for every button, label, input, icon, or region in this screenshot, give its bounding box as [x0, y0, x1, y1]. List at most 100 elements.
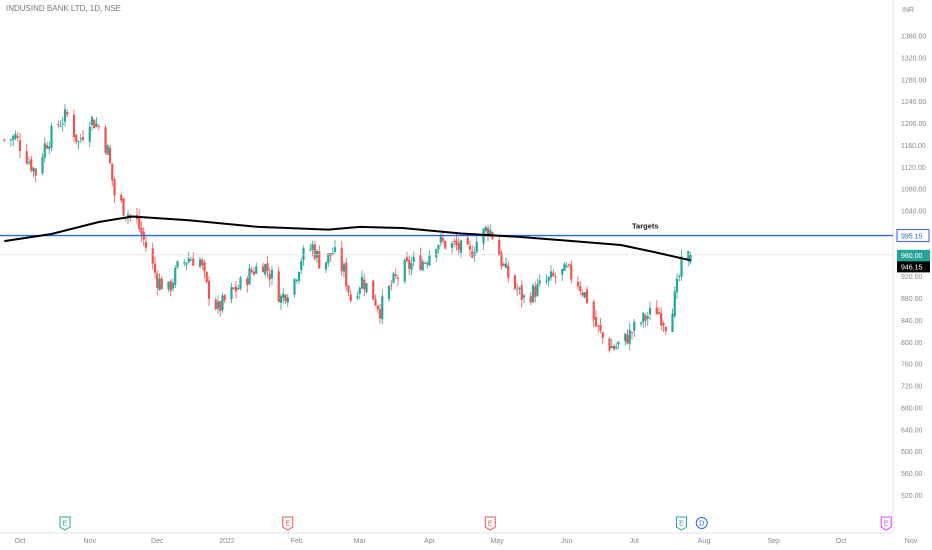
y-tick-label: 840.00 — [901, 318, 923, 325]
candle — [421, 258, 424, 272]
candle — [270, 265, 274, 286]
candle-body — [59, 125, 62, 127]
candle — [381, 289, 384, 325]
candle — [158, 273, 161, 291]
candle — [642, 311, 645, 329]
candle-body — [502, 263, 505, 266]
candle-body — [32, 167, 35, 172]
y-tick-label: 720.00 — [901, 384, 923, 391]
candle — [601, 331, 604, 345]
y-tick-label: 1080.00 — [901, 187, 926, 194]
event-marker[interactable]: E — [484, 516, 496, 531]
candle-body — [626, 334, 629, 344]
earnings-icon — [59, 516, 71, 531]
y-tick-label: 920.00 — [901, 274, 923, 281]
event-marker-letter: D — [699, 521, 704, 528]
event-marker[interactable]: D — [695, 517, 708, 529]
candle-body — [563, 263, 566, 271]
candle — [30, 155, 33, 173]
candle-body — [203, 262, 206, 272]
x-tick-label: Nov — [84, 538, 97, 545]
candle-body — [169, 280, 172, 291]
candle — [120, 192, 123, 204]
candle-body — [104, 127, 107, 153]
candle-body — [648, 307, 652, 315]
candle — [104, 125, 107, 156]
candle-body — [396, 277, 400, 279]
candle — [630, 331, 634, 340]
ma-price-tag: 946.15 — [897, 261, 930, 273]
candle-body — [392, 273, 395, 283]
candle — [628, 322, 631, 351]
candle — [295, 278, 298, 284]
candle-body — [426, 262, 429, 265]
event-marker[interactable]: E — [880, 516, 892, 531]
candle-body — [513, 275, 517, 289]
candle-body — [293, 278, 296, 295]
candle-body — [387, 286, 391, 299]
candle-body — [45, 145, 49, 149]
candle — [471, 244, 474, 259]
y-tick-label: 760.00 — [901, 362, 923, 369]
candle-body — [126, 214, 130, 218]
candle — [327, 253, 330, 267]
candle — [309, 243, 312, 252]
candle-body — [72, 114, 76, 138]
candle-body — [597, 325, 600, 327]
candle — [81, 130, 85, 142]
candle — [534, 281, 537, 303]
candle — [106, 144, 109, 155]
candle — [167, 281, 170, 293]
x-tick-label: 2022 — [219, 538, 235, 545]
event-marker[interactable]: E — [282, 516, 294, 531]
event-marker[interactable]: E — [676, 516, 687, 531]
candle-body — [444, 240, 447, 249]
candle-body — [520, 285, 523, 301]
event-marker[interactable]: E — [59, 516, 71, 531]
candle-body — [81, 136, 85, 140]
y-tick-label: 640.00 — [901, 427, 923, 434]
candle — [378, 303, 382, 324]
candle-body — [457, 243, 460, 250]
candle-body — [252, 271, 256, 275]
candle — [689, 252, 692, 265]
candle — [633, 318, 636, 337]
candle-body — [77, 141, 80, 143]
candle-body — [297, 272, 301, 281]
earnings-icon — [282, 516, 294, 531]
candle — [221, 292, 224, 313]
candle-body — [311, 244, 314, 250]
candle-body — [655, 307, 658, 315]
candle — [664, 325, 667, 336]
candle-body — [592, 301, 595, 320]
earnings-icon — [484, 516, 496, 531]
candle — [300, 257, 303, 275]
candle — [657, 307, 661, 315]
candle — [61, 117, 64, 132]
candle — [457, 237, 460, 256]
candle-body — [9, 139, 13, 141]
candle-body — [176, 261, 179, 268]
candle — [687, 250, 690, 267]
candle — [79, 134, 82, 143]
candle-body — [594, 316, 598, 327]
candle — [156, 269, 159, 296]
candle — [95, 117, 98, 128]
candle-body — [270, 270, 274, 279]
y-tick-label: 1160.00 — [901, 143, 926, 150]
candle-body — [549, 271, 553, 278]
candle — [185, 262, 188, 271]
candle-body — [372, 280, 375, 300]
candle-body — [628, 329, 631, 344]
candle-body — [612, 345, 616, 350]
candle-body — [630, 332, 634, 334]
candle — [232, 287, 235, 291]
candle-body — [516, 289, 519, 291]
candle — [311, 240, 314, 257]
candle-body — [617, 341, 620, 345]
candle-body — [624, 333, 627, 342]
candle — [639, 321, 643, 327]
candle — [261, 262, 265, 273]
